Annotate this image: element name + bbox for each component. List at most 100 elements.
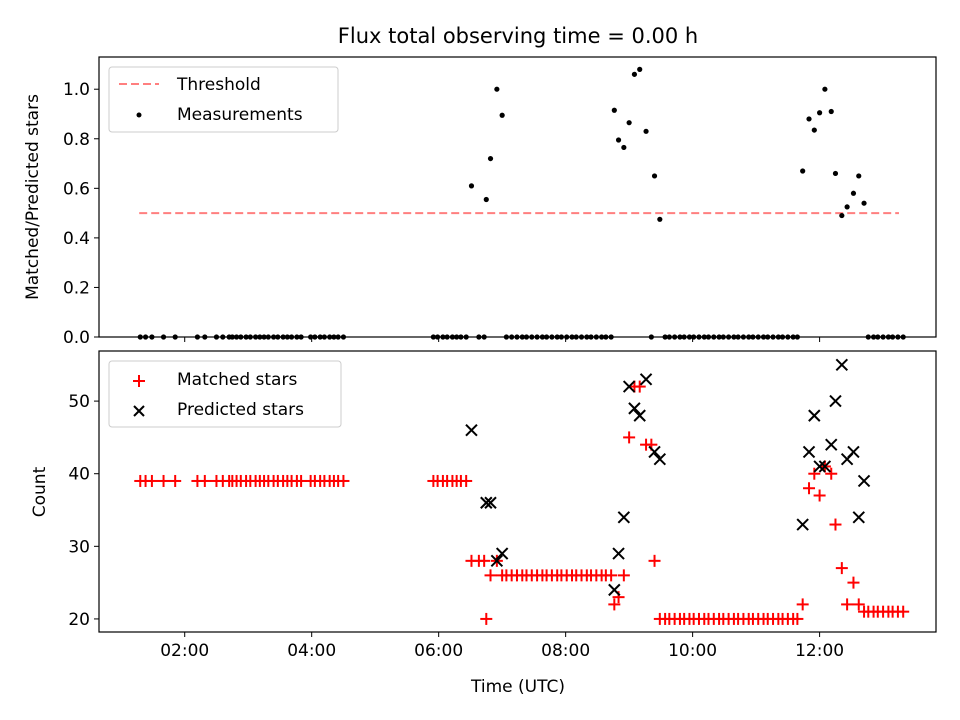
- matched-point: [478, 554, 491, 567]
- matched-point: [835, 562, 848, 575]
- measurement-point: [643, 128, 649, 134]
- predicted-point: [612, 547, 625, 560]
- predicted-point: [490, 554, 504, 568]
- predicted-point: [653, 452, 667, 466]
- matched-point: [796, 598, 809, 611]
- measurement-point: [844, 204, 850, 210]
- matched-point: [198, 474, 211, 487]
- measurement-point: [800, 168, 806, 174]
- measurement-point: [611, 107, 617, 113]
- predicted-point: [835, 358, 849, 372]
- measurement-point: [861, 200, 867, 206]
- y-tick-label: 1.0: [63, 80, 90, 100]
- matched-point: [484, 569, 497, 582]
- bottom-y-axis-label: Count: [30, 466, 50, 517]
- top-y-ticks: 0.0 0.2 0.4 0.6 0.8 1.0: [63, 80, 99, 348]
- matched-point: [608, 598, 621, 611]
- x-tick-label: 06:00: [414, 641, 463, 661]
- matched-legend-swatch: [133, 375, 145, 387]
- bottom-axes-frame: [98, 350, 937, 633]
- matched-legend-label: Matched stars: [177, 370, 297, 390]
- x-axis-label: Time (UTC): [470, 677, 565, 697]
- matched-point: [145, 474, 158, 487]
- predicted-point: [480, 496, 493, 509]
- bottom-y-ticks: 20 30 40 50: [68, 392, 99, 630]
- predicted-point: [633, 409, 646, 422]
- predicted-point: [495, 547, 509, 560]
- predicted-point: [802, 445, 816, 459]
- measurement-point: [631, 71, 638, 77]
- matched-point: [617, 569, 630, 582]
- matched-point: [157, 474, 170, 487]
- matched-point: [813, 489, 826, 502]
- predicted-point: [808, 409, 821, 422]
- measurement-point: [499, 112, 505, 118]
- x-tick-label: 12:00: [795, 641, 844, 661]
- measurement-point: [621, 144, 627, 151]
- measurement-point: [850, 190, 857, 196]
- predicted-point: [813, 460, 826, 473]
- predicted-point: [818, 460, 832, 473]
- matched-point: [829, 518, 842, 531]
- predicted-point: [825, 438, 838, 451]
- measurement-point: [651, 173, 658, 179]
- measurement-point: [483, 196, 489, 203]
- predicted-point: [465, 423, 478, 437]
- predicted-legend-label: Predicted stars: [177, 400, 304, 420]
- chart-title: Flux total observing time = 0.00 h: [338, 24, 698, 48]
- predicted-point: [648, 445, 661, 459]
- predicted-point: [796, 518, 809, 531]
- matched-point: [808, 467, 821, 480]
- measurement-point: [615, 137, 622, 143]
- predicted-legend-swatch: [133, 405, 145, 417]
- predicted-point: [484, 496, 497, 509]
- measurement-point: [806, 116, 812, 122]
- measurement-point: [811, 127, 817, 133]
- measurement-point: [856, 173, 862, 179]
- bottom-x-ticks: 02:00 04:00 06:00 08:00 10:00 12:00: [160, 632, 844, 661]
- predicted-point: [608, 583, 621, 597]
- matched-point: [791, 612, 804, 625]
- predicted-point: [628, 402, 641, 415]
- x-tick-label: 08:00: [541, 641, 590, 661]
- top-legend: Threshold Measurements: [108, 66, 339, 133]
- measurement-point: [828, 108, 834, 115]
- bottom-legend: Matched stars Predicted stars: [108, 360, 342, 428]
- top-axes-frame: [98, 56, 937, 338]
- matched-point: [841, 598, 854, 611]
- matched-point: [852, 598, 865, 611]
- measurement-point: [468, 183, 475, 189]
- measurement-point: [626, 120, 632, 126]
- top-panel: 0.0 0.2 0.4 0.6 0.8 1.0 Matched/Predicted sta…: [23, 56, 937, 348]
- y-tick-label: 0.2: [63, 278, 90, 298]
- measurement-point: [822, 86, 828, 92]
- matched-point: [460, 474, 473, 487]
- top-legend-box: [108, 66, 339, 133]
- predicted-point: [852, 511, 865, 524]
- top-x-ticks: [184, 337, 821, 342]
- predicted-point: [617, 511, 631, 524]
- predicted-point: [829, 394, 842, 408]
- predicted-point: [639, 373, 653, 386]
- top-plot-area: [137, 66, 906, 340]
- measurement-point: [832, 170, 839, 177]
- x-tick-label: 04:00: [287, 641, 336, 661]
- measurements-legend-swatch: [136, 112, 142, 118]
- matched-point: [648, 554, 661, 567]
- predicted-point: [847, 445, 860, 459]
- matched-point: [847, 576, 860, 589]
- y-tick-label: 0.8: [63, 130, 90, 150]
- bottom-legend-box: [108, 360, 342, 428]
- matched-point: [623, 431, 636, 444]
- bottom-plot-area: [134, 358, 910, 625]
- y-tick-label: 0.0: [63, 328, 90, 348]
- matched-point: [633, 380, 646, 393]
- matched-point: [605, 569, 618, 582]
- measurements-legend-label: Measurements: [177, 105, 303, 125]
- matched-point: [897, 605, 910, 618]
- measurement-point: [487, 155, 494, 162]
- threshold-legend-label: Threshold: [176, 75, 261, 95]
- y-tick-label: 0.6: [63, 179, 90, 199]
- predicted-point: [857, 474, 871, 488]
